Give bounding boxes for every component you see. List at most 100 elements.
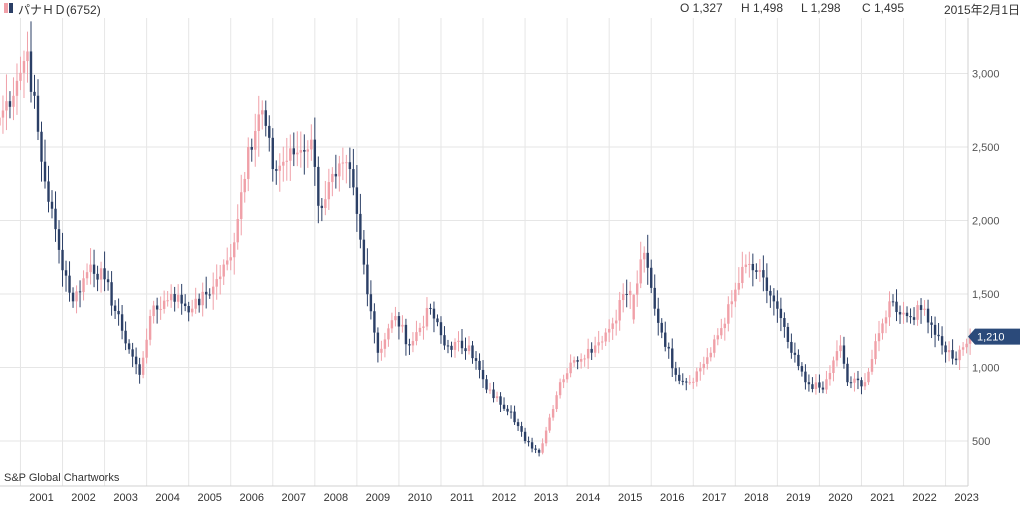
x-tick-label: 2018 (744, 492, 768, 504)
candle-body (541, 443, 544, 453)
candle-body (772, 295, 776, 302)
candle-body (751, 263, 755, 271)
candle-body (201, 291, 204, 306)
candle-body (523, 431, 527, 441)
candle-body (187, 306, 190, 313)
candle-body (236, 218, 239, 243)
candle-body (138, 364, 141, 375)
candle-body (607, 328, 611, 333)
candle-body (643, 252, 646, 260)
candle-body (36, 95, 40, 132)
candle-body (481, 369, 485, 380)
candle-body (162, 300, 166, 309)
candle-body (860, 380, 863, 387)
candle-body (99, 268, 103, 280)
candle-body (303, 150, 306, 152)
candle-body (194, 298, 197, 309)
candle-body (590, 348, 593, 353)
candle-body (334, 173, 338, 177)
candle-body (734, 289, 737, 302)
candle-body (674, 368, 677, 375)
candle-body (355, 187, 359, 214)
candle-body (408, 344, 411, 346)
candle-body (825, 379, 828, 390)
candle-body (166, 300, 169, 302)
x-tick-label: 2004 (155, 492, 179, 504)
y-tick-label: 2,500 (972, 142, 1000, 154)
candle-body (26, 51, 29, 62)
candle-body (208, 294, 211, 296)
candle-body (636, 283, 639, 295)
candle-body (159, 308, 162, 310)
candle-body (681, 380, 684, 382)
candle-body (565, 373, 569, 380)
selected-date: 2015年2月1日 (943, 3, 1020, 17)
candle-body (425, 307, 429, 327)
candle-body (537, 449, 541, 453)
candle-body (604, 332, 607, 342)
candle-body (548, 417, 551, 431)
candle-body (502, 404, 506, 409)
candle-body (685, 381, 688, 383)
candle-body (432, 308, 436, 319)
open-value: O 1,327 (680, 1, 723, 15)
candle-body (583, 358, 586, 360)
candle-body (748, 263, 751, 265)
candle-body (891, 301, 895, 303)
candle-body (103, 268, 106, 280)
x-tick-label: 2005 (197, 492, 221, 504)
candle-body (916, 305, 919, 320)
candle-body (176, 294, 180, 302)
candle-body (755, 270, 758, 272)
candle-body (436, 318, 439, 323)
candle-body (888, 301, 891, 318)
candle-body (646, 252, 649, 268)
candle-body (853, 378, 856, 383)
candle-body (485, 379, 488, 390)
candle-body (849, 382, 853, 384)
x-tick-label: 2013 (534, 492, 558, 504)
candle-body (204, 291, 208, 295)
y-tick-label: 2,000 (972, 216, 1000, 228)
candle-body (874, 341, 877, 360)
candle-body (141, 357, 145, 375)
candle-body (898, 312, 902, 315)
x-tick-label: 2003 (113, 492, 137, 504)
x-tick-label: 2020 (828, 492, 852, 504)
candle-body (944, 345, 947, 353)
y-tick-label: 1,500 (972, 289, 1000, 301)
candle-body (621, 294, 625, 301)
candle-body (331, 173, 334, 183)
candle-body (527, 441, 530, 443)
candle-body (145, 339, 148, 358)
candle-body (376, 332, 380, 353)
candle-body (40, 131, 43, 162)
candle-body (292, 148, 295, 155)
candle-body (366, 264, 369, 295)
candle-body (597, 342, 600, 346)
candle-body (530, 442, 534, 449)
candle-body (902, 312, 905, 315)
candle-body (127, 343, 131, 350)
candle-body (250, 147, 253, 150)
candle-body (713, 339, 716, 353)
candle-body (464, 348, 467, 352)
candle-body (173, 294, 176, 302)
candle-body (327, 182, 331, 200)
candle-body (870, 359, 874, 372)
x-tick-label: 2009 (366, 492, 390, 504)
candle-body (313, 139, 317, 167)
candle-body (12, 95, 15, 107)
candle-body (919, 305, 923, 310)
candle-body (299, 150, 303, 153)
candle-body (842, 345, 846, 364)
x-tick-label: 2008 (324, 492, 348, 504)
candle-body (555, 395, 558, 410)
candle-body (804, 371, 807, 383)
candle-body (82, 278, 85, 293)
candle-body (811, 384, 814, 389)
candle-body (678, 374, 681, 381)
candle-body (460, 340, 464, 349)
candle-body (720, 328, 723, 336)
